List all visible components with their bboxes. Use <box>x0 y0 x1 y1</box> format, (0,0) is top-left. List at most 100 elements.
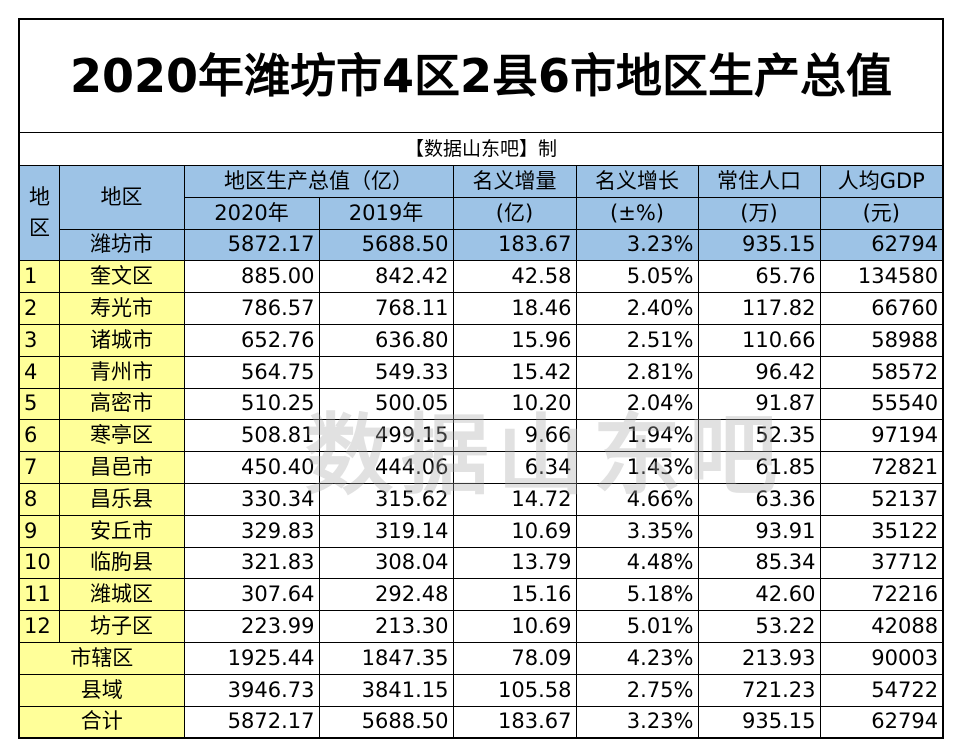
value-cell: 329.83 <box>183 514 320 548</box>
value-cell: 63.36 <box>697 482 821 516</box>
row-index: 5 <box>18 387 60 421</box>
region-name: 寒亭区 <box>58 419 185 453</box>
value-cell: 78.09 <box>452 641 577 675</box>
summary-label: 合计 <box>18 705 185 739</box>
value-cell: 42088 <box>819 610 944 643</box>
value-cell: 5688.50 <box>318 705 454 739</box>
value-cell: 4.48% <box>575 546 699 580</box>
data-row: 4 青州市 564.75 549.33 15.42 2.81% 96.42 58572 <box>18 355 944 389</box>
value-cell: 1925.44 <box>183 641 320 675</box>
value-cell: 72216 <box>819 578 944 612</box>
value-cell: 549.33 <box>318 355 454 389</box>
row-index: 7 <box>18 451 60 484</box>
table-body: 2020年潍坊市4区2县6市地区生产总值 【数据山东吧】制 地区 地区 地区生产… <box>18 18 944 739</box>
value-cell: 3.23% <box>575 228 699 262</box>
value-cell: 58988 <box>819 323 944 357</box>
region-name: 寿光市 <box>58 292 185 325</box>
value-cell: 2.81% <box>575 355 699 389</box>
value-cell: 499.15 <box>318 419 454 453</box>
value-cell: 91.87 <box>697 387 821 421</box>
value-cell: 3.23% <box>575 705 699 739</box>
header-increase: 名义增量 <box>452 165 577 198</box>
value-cell: 110.66 <box>697 323 821 357</box>
region-name: 临朐县 <box>58 546 185 580</box>
data-row: 1 奎文区 885.00 842.42 42.58 5.05% 65.76 134580 <box>18 260 944 294</box>
region-name: 潍城区 <box>58 578 185 612</box>
value-cell: 1.43% <box>575 451 699 484</box>
header-unit: (元) <box>819 196 944 230</box>
row-index: 9 <box>18 514 60 548</box>
value-cell: 2.04% <box>575 387 699 421</box>
value-cell: 444.06 <box>318 451 454 484</box>
data-row: 8 昌乐县 330.34 315.62 14.72 4.66% 63.36 52137 <box>18 482 944 516</box>
header-growth: 名义增长 <box>575 165 699 198</box>
data-row: 10 临朐县 321.83 308.04 13.79 4.48% 85.34 37712 <box>18 546 944 580</box>
value-cell: 13.79 <box>452 546 577 580</box>
value-cell: 37712 <box>819 546 944 580</box>
header-2020: 2020年 <box>183 196 320 230</box>
value-cell: 786.57 <box>183 292 320 325</box>
row-index: 2 <box>18 292 60 325</box>
data-row: 9 安丘市 329.83 319.14 10.69 3.35% 93.91 35122 <box>18 514 944 548</box>
value-cell: 10.20 <box>452 387 577 421</box>
value-cell: 54722 <box>819 673 944 707</box>
row-index: 10 <box>18 546 60 580</box>
value-cell: 9.66 <box>452 419 577 453</box>
value-cell: 5.05% <box>575 260 699 294</box>
value-cell: 4.66% <box>575 482 699 516</box>
source: 【数据山东吧】制 <box>18 132 944 166</box>
value-cell: 450.40 <box>183 451 320 484</box>
value-cell: 18.46 <box>452 292 577 325</box>
value-cell: 5688.50 <box>318 228 454 262</box>
value-cell: 52.35 <box>697 419 821 453</box>
row-index: 11 <box>18 578 60 612</box>
value-cell: 6.34 <box>452 451 577 484</box>
source-row: 【数据山东吧】制 <box>18 132 944 166</box>
header-row: 2020年 2019年 (亿) (±%) (万) (元) <box>19 196 944 230</box>
header-index: 地区 <box>18 164 60 262</box>
value-cell: 2.75% <box>575 673 699 707</box>
region-name: 高密市 <box>58 387 185 421</box>
value-cell: 90003 <box>819 641 944 675</box>
value-cell: 315.62 <box>318 482 454 516</box>
value-cell: 42.60 <box>697 578 821 612</box>
value-cell: 117.82 <box>697 292 821 325</box>
value-cell: 15.42 <box>452 355 577 389</box>
header-row: 地区 地区 地区生产总值（亿） 名义增量 名义增长 常住人口 人均GDP <box>18 164 944 262</box>
value-cell: 10.69 <box>452 514 577 548</box>
value-cell: 330.34 <box>183 482 320 516</box>
value-cell: 321.83 <box>183 546 320 580</box>
total-row: 潍坊市 5872.17 5688.50 183.67 3.23% 935.15 62794 <box>19 228 944 262</box>
value-cell: 5872.17 <box>183 705 320 739</box>
value-cell: 85.34 <box>697 546 821 580</box>
value-cell: 96.42 <box>697 355 821 389</box>
data-row: 5 高密市 510.25 500.05 10.20 2.04% 91.87 55540 <box>18 387 944 421</box>
gdp-table: 2020年潍坊市4区2县6市地区生产总值 【数据山东吧】制 地区 地区 地区生产… <box>18 18 945 740</box>
header-unit: (±%) <box>575 196 699 230</box>
value-cell: 292.48 <box>318 578 454 612</box>
value-cell: 5872.17 <box>183 228 320 262</box>
value-cell: 307.64 <box>183 578 320 612</box>
value-cell: 721.23 <box>697 673 821 707</box>
value-cell: 5.18% <box>575 578 699 612</box>
region-name: 昌邑市 <box>58 451 185 484</box>
value-cell: 213.30 <box>318 610 454 643</box>
title-row: 2020年潍坊市4区2县6市地区生产总值 <box>18 18 944 133</box>
value-cell: 62794 <box>819 228 944 262</box>
value-cell: 319.14 <box>318 514 454 548</box>
region-name: 青州市 <box>58 355 185 389</box>
header-unit: (万) <box>697 196 821 230</box>
value-cell: 183.67 <box>452 705 577 739</box>
value-cell: 14.72 <box>452 482 577 516</box>
row-index: 6 <box>18 419 60 453</box>
value-cell: 223.99 <box>183 610 320 643</box>
value-cell: 213.93 <box>697 641 821 675</box>
summary-label: 县域 <box>18 673 185 707</box>
row-index: 3 <box>18 323 60 357</box>
value-cell: 3.35% <box>575 514 699 548</box>
title: 2020年潍坊市4区2县6市地区生产总值 <box>18 18 944 133</box>
value-cell: 768.11 <box>318 292 454 325</box>
value-cell: 42.58 <box>452 260 577 294</box>
value-cell: 58572 <box>819 355 944 389</box>
data-row: 2 寿光市 786.57 768.11 18.46 2.40% 117.82 66760 <box>18 292 944 325</box>
